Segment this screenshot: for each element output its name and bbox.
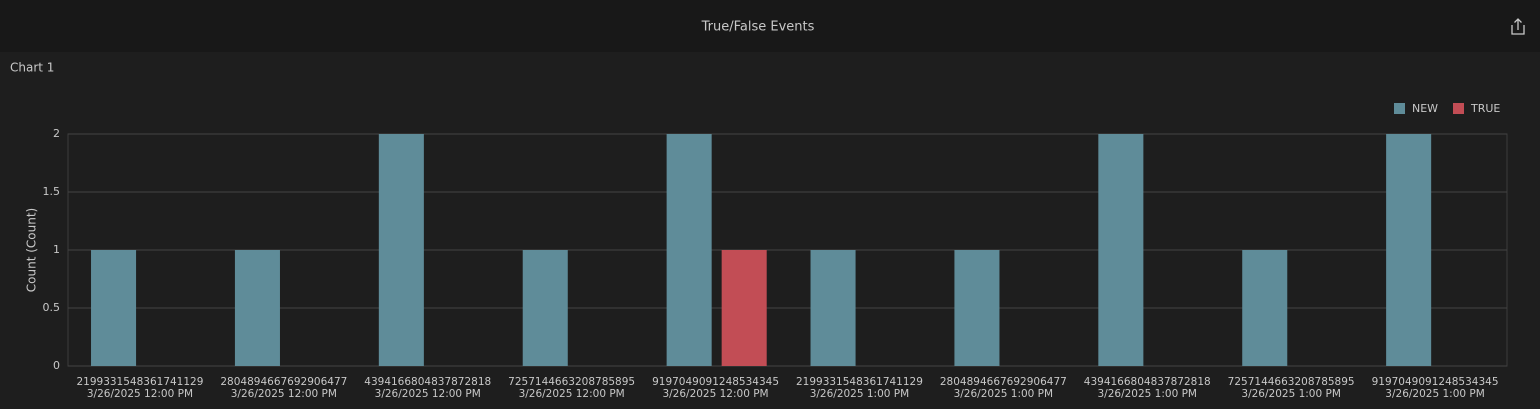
x-tick-label: 4394166804837872818 bbox=[1084, 376, 1211, 388]
legend-swatch bbox=[1453, 103, 1464, 114]
x-tick-label: 3/26/2025 1:00 PM bbox=[1098, 388, 1197, 400]
bar bbox=[234, 250, 280, 366]
y-axis-label: Count (Count) bbox=[25, 208, 39, 292]
x-tick-label: 9197049091248534345 bbox=[1372, 376, 1499, 388]
y-tick-label: 1.5 bbox=[43, 185, 61, 198]
bar bbox=[1098, 134, 1144, 366]
header-bar bbox=[0, 0, 1540, 52]
x-tick-label: 2804894667692906477 bbox=[940, 376, 1067, 388]
legend-swatch bbox=[1394, 103, 1405, 114]
bar bbox=[810, 250, 856, 366]
x-tick-label: 3/26/2025 1:00 PM bbox=[1241, 388, 1340, 400]
x-tick-label: 2199331548361741129 bbox=[796, 376, 923, 388]
x-tick-label: 3/26/2025 12:00 PM bbox=[231, 388, 337, 400]
y-tick-label: 0 bbox=[53, 359, 60, 372]
x-tick-label: 2199331548361741129 bbox=[76, 376, 203, 388]
page-title: True/False Events bbox=[701, 20, 815, 35]
x-tick-label: 3/26/2025 1:00 PM bbox=[954, 388, 1053, 400]
x-tick-label: 2804894667692906477 bbox=[220, 376, 347, 388]
x-tick-label: 3/26/2025 12:00 PM bbox=[375, 388, 481, 400]
x-tick-label: 3/26/2025 1:00 PM bbox=[810, 388, 909, 400]
y-tick-label: 2 bbox=[53, 127, 60, 140]
x-tick-label: 4394166804837872818 bbox=[364, 376, 491, 388]
x-tick-label: 3/26/2025 12:00 PM bbox=[519, 388, 625, 400]
x-tick-label: 3/26/2025 1:00 PM bbox=[1385, 388, 1484, 400]
bar bbox=[1242, 250, 1288, 366]
bar bbox=[1386, 134, 1432, 366]
y-tick-label: 0.5 bbox=[43, 301, 61, 314]
share-icon[interactable] bbox=[1511, 18, 1525, 35]
bar bbox=[378, 134, 424, 366]
bar bbox=[522, 250, 568, 366]
x-tick-label: 3/26/2025 12:00 PM bbox=[662, 388, 768, 400]
x-tick-label: 7257144663208785895 bbox=[1228, 376, 1355, 388]
bar bbox=[721, 250, 767, 366]
bar bbox=[91, 250, 137, 366]
y-tick-label: 1 bbox=[53, 243, 60, 256]
bar bbox=[954, 250, 1000, 366]
x-tick-label: 9197049091248534345 bbox=[652, 376, 779, 388]
legend-label: TRUE bbox=[1470, 102, 1500, 115]
legend-label: NEW bbox=[1412, 102, 1438, 115]
x-tick-label: 7257144663208785895 bbox=[508, 376, 635, 388]
chart-title: Chart 1 bbox=[10, 61, 54, 75]
x-tick-label: 3/26/2025 12:00 PM bbox=[87, 388, 193, 400]
bar bbox=[666, 134, 712, 366]
